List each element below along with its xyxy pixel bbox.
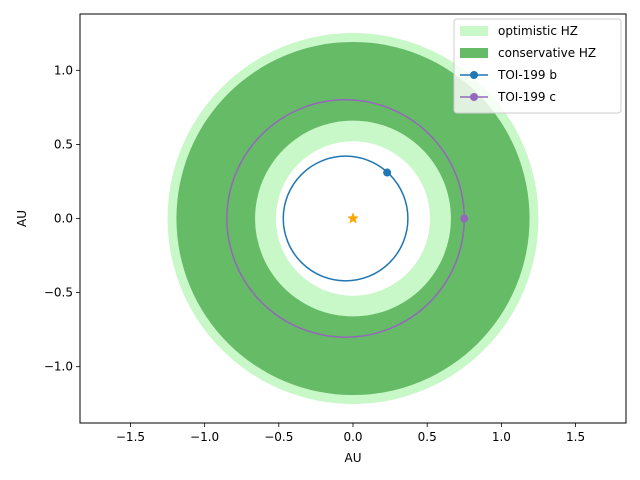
x-tick-label: −1.0 (190, 430, 219, 444)
y-tick-label: −1.0 (44, 360, 73, 374)
x-tick-label: −0.5 (264, 430, 293, 444)
legend-label-toi-199-c: TOI-199 c (497, 90, 556, 104)
legend-swatch-optimistic-hz (460, 26, 488, 36)
x-axis-label: AU (345, 451, 362, 465)
x-tick-label: 0.0 (343, 430, 362, 444)
legend-marker-toi-199-c (470, 93, 478, 101)
y-tick-label: 0.5 (54, 137, 73, 151)
plot-area (167, 33, 539, 405)
x-tick-label: 0.5 (418, 430, 437, 444)
y-tick-label: 0.0 (54, 212, 73, 226)
y-tick-label: 1.0 (54, 63, 73, 77)
x-tick-label: −1.5 (116, 430, 145, 444)
toi-199-b-planet-marker (383, 168, 392, 177)
legend: optimistic HZ conservative HZ TOI-199 b TOI… (453, 18, 622, 114)
legend-label-toi-199-b: TOI-199 b (497, 68, 557, 82)
toi-199-b-orbit (282, 155, 409, 282)
x-tick-label: 1.0 (492, 430, 511, 444)
toi-199-c-planet-marker (460, 214, 469, 223)
x-axis-ticks: −1.5 −1.0 −0.5 0.0 0.5 1.0 1.5 (116, 423, 585, 444)
x-tick-label: 1.5 (566, 430, 585, 444)
legend-box (453, 18, 622, 114)
star-marker (347, 212, 359, 224)
y-axis-label: AU (15, 210, 29, 227)
legend-marker-toi-199-b (470, 71, 478, 79)
legend-label-optimistic-hz: optimistic HZ (498, 24, 578, 38)
legend-swatch-conservative-hz (460, 48, 488, 58)
legend-label-conservative-hz: conservative HZ (498, 46, 596, 60)
y-axis-ticks: −1.0 −0.5 0.0 0.5 1.0 (44, 63, 80, 374)
conservative-hz-ring (176, 41, 530, 396)
y-tick-label: −0.5 (44, 286, 73, 300)
